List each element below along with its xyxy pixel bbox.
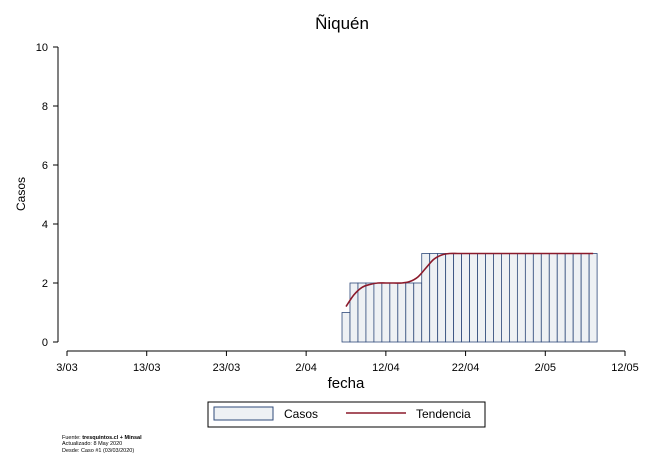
bar-casos xyxy=(389,282,399,343)
y-tick-label: 8 xyxy=(42,101,48,113)
x-tick-label: 2/05 xyxy=(535,362,556,374)
bar-casos xyxy=(357,282,367,343)
bar-casos xyxy=(381,282,391,343)
bars-casos xyxy=(341,253,598,343)
bar-casos xyxy=(485,253,494,343)
bar-casos xyxy=(365,282,375,343)
x-tick-label: 12/05 xyxy=(611,362,639,374)
x-tick-label: 2/04 xyxy=(295,362,316,374)
y-tick-label: 6 xyxy=(42,160,48,172)
legend-swatch-casos xyxy=(213,406,274,421)
trend-line-tendencia xyxy=(345,252,594,308)
legend-box xyxy=(207,401,486,428)
bar-casos xyxy=(493,253,502,343)
bar-casos xyxy=(580,253,590,343)
chart-title: Ñiquén xyxy=(315,14,369,33)
bar-casos xyxy=(437,253,447,343)
legend: Casos Tendencia xyxy=(207,401,486,428)
x-tick-label: 13/03 xyxy=(133,362,161,374)
bar-casos xyxy=(477,253,486,343)
bar-casos xyxy=(421,253,431,343)
source-name: tresquintos.cl + Minsal xyxy=(82,435,142,441)
y-tick-label: 10 xyxy=(36,42,48,54)
since-line: Desde: Caso #1 (03/03/2020) xyxy=(62,447,135,454)
x-axis-ticks: 3/03 13/03 23/03 2/04 12/04 22/04 2/05 12/05 xyxy=(56,351,639,374)
x-axis-title: fecha xyxy=(328,375,365,392)
y-axis-title: Casos xyxy=(14,177,28,211)
x-tick-label: 22/04 xyxy=(452,362,480,374)
bar-casos xyxy=(429,253,439,343)
bar-casos xyxy=(453,253,462,343)
bar-casos xyxy=(469,253,478,343)
updated-line: Actualizado: 8 May 2020 xyxy=(62,441,123,448)
bar-casos xyxy=(341,312,351,343)
bar-casos xyxy=(413,282,423,343)
y-tick-label: 4 xyxy=(42,219,48,231)
source-notes: Fuente: tresquintos.cl + Minsal Actualiz… xyxy=(62,435,142,454)
bar-casos xyxy=(532,253,542,343)
y-axis-ticks: 0 2 4 6 8 10 xyxy=(36,42,58,349)
bar-casos xyxy=(516,253,526,343)
legend-label-casos: Casos xyxy=(284,407,318,421)
x-tick-label: 23/03 xyxy=(213,362,241,374)
bar-casos xyxy=(548,253,558,343)
bar-casos xyxy=(373,282,383,343)
bar-casos xyxy=(397,282,407,343)
bar-casos xyxy=(509,253,518,343)
bar-casos xyxy=(572,253,582,343)
x-tick-label: 12/04 xyxy=(372,362,400,374)
bar-casos xyxy=(445,253,455,343)
bar-casos xyxy=(588,253,598,343)
y-tick-label: 0 xyxy=(42,337,48,349)
x-tick-label: 3/03 xyxy=(56,362,77,374)
bar-casos xyxy=(556,253,566,343)
bar-casos xyxy=(524,253,534,343)
bar-casos xyxy=(405,282,415,343)
bar-casos xyxy=(540,253,550,343)
bar-casos xyxy=(461,253,470,343)
bar-casos xyxy=(564,253,574,343)
source-line: Fuente: tresquintos.cl + Minsal xyxy=(62,435,142,441)
legend-label-tendencia: Tendencia xyxy=(416,407,471,421)
bar-casos xyxy=(501,253,510,343)
y-tick-label: 2 xyxy=(42,278,48,290)
